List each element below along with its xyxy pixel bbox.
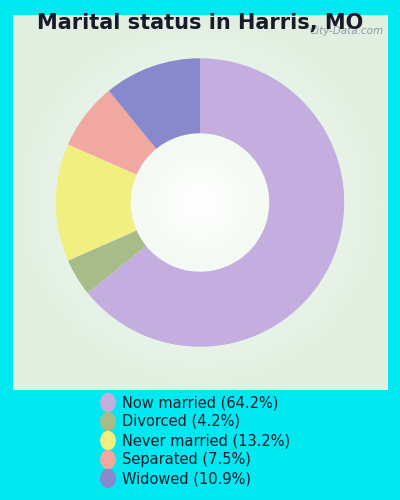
Text: Never married (13.2%): Never married (13.2%) [122, 433, 290, 448]
Text: Divorced (4.2%): Divorced (4.2%) [122, 414, 240, 429]
Wedge shape [56, 144, 137, 260]
Text: Widowed (10.9%): Widowed (10.9%) [122, 471, 251, 486]
Wedge shape [68, 230, 146, 293]
Text: Separated (7.5%): Separated (7.5%) [122, 452, 251, 467]
Wedge shape [88, 58, 344, 346]
Text: Now married (64.2%): Now married (64.2%) [122, 395, 278, 410]
Wedge shape [68, 91, 156, 174]
Wedge shape [109, 58, 200, 149]
Text: Marital status in Harris, MO: Marital status in Harris, MO [37, 12, 363, 32]
Text: City-Data.com: City-Data.com [310, 26, 384, 36]
